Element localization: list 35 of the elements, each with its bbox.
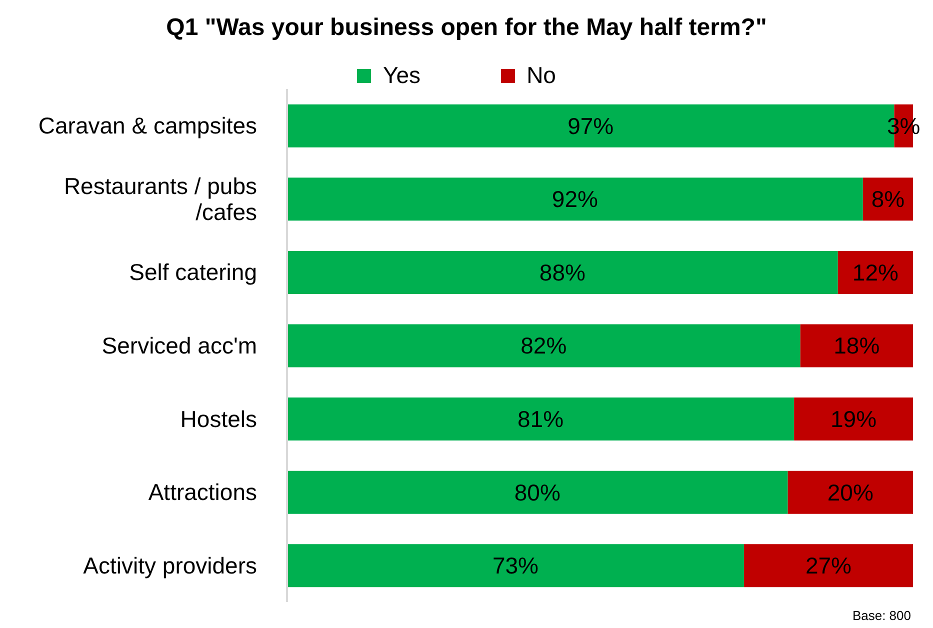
bar	[744, 544, 913, 588]
data-label: 73%	[492, 552, 539, 579]
y-tick-label: Attractions	[148, 479, 257, 506]
chart-title: Q1 "Was your business open for the May half term?"	[165, 14, 768, 42]
y-tick-label: Activity providers	[83, 552, 257, 578]
data-label: 81%	[518, 406, 564, 432]
bar	[287, 470, 788, 514]
y-tick-label: Hostels	[180, 406, 257, 432]
text: Base: 800	[852, 608, 911, 623]
data-label: 20%	[827, 479, 874, 506]
data-label: 18%	[834, 332, 880, 359]
data-label: 88%	[539, 259, 586, 286]
y-tick-label: Restaurants / pubs /cafes	[64, 172, 257, 225]
data-label: 82%	[520, 332, 567, 359]
bar	[287, 544, 744, 588]
data-label: 8%	[871, 186, 905, 212]
bar	[788, 470, 913, 514]
data-label: 12%	[852, 259, 898, 286]
bar	[287, 250, 838, 294]
data-label: 80%	[514, 479, 560, 506]
y-tick-label: Serviced acc'm	[102, 332, 257, 358]
bar	[800, 324, 913, 368]
bar	[287, 324, 800, 368]
data-label: 97%	[568, 112, 614, 139]
legend-label: No	[526, 62, 556, 89]
y-tick-label: Caravan & campsites	[38, 112, 257, 139]
data-label: 27%	[805, 552, 852, 579]
y-tick-label: Self catering	[129, 259, 257, 286]
data-label: 92%	[552, 186, 598, 212]
bar	[794, 398, 913, 441]
data-label: 19%	[830, 406, 877, 432]
bar	[838, 250, 913, 294]
legend-label: Yes	[383, 62, 421, 89]
bar	[287, 398, 794, 441]
bar	[287, 178, 863, 221]
